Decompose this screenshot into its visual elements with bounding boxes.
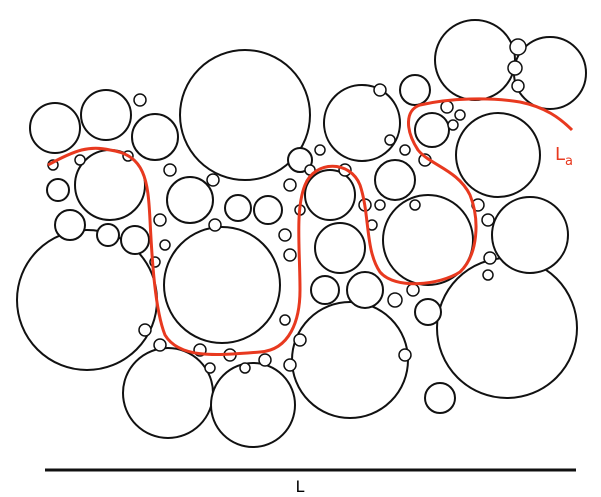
- path-label-sub: a: [565, 154, 573, 169]
- path-label-main: L: [555, 144, 565, 165]
- path-label: La: [555, 144, 573, 169]
- large-particles: [16, 19, 587, 448]
- scale-label: L: [296, 477, 305, 496]
- small-particles: [47, 38, 527, 374]
- tortuous-path: [47, 97, 574, 357]
